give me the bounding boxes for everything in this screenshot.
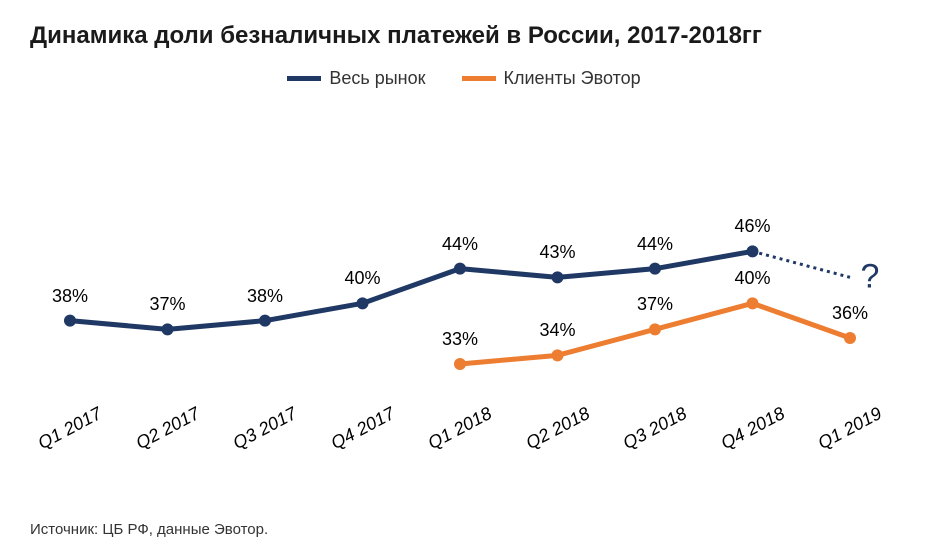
- legend-swatch-evotor: [462, 76, 496, 81]
- source-text: Источник: ЦБ РФ, данные Эвотор.: [30, 521, 268, 538]
- data-label: 44%: [442, 234, 478, 255]
- data-label: 40%: [734, 268, 770, 289]
- data-label: 40%: [344, 268, 380, 289]
- data-label: 37%: [149, 294, 185, 315]
- data-label: 34%: [539, 320, 575, 341]
- chart-area: ?38%37%38%40%44%43%44%46%33%34%37%40%36%…: [60, 100, 880, 440]
- legend-label-evotor: Клиенты Эвотор: [504, 68, 641, 89]
- chart-title: Динамика доли безналичных платежей в Рос…: [30, 22, 898, 50]
- data-label: 36%: [832, 303, 868, 324]
- data-label: 46%: [734, 216, 770, 237]
- data-label: 38%: [52, 286, 88, 307]
- legend-item-evotor: Клиенты Эвотор: [462, 68, 641, 89]
- data-label: 37%: [637, 294, 673, 315]
- data-label: 43%: [539, 242, 575, 263]
- legend-label-market: Весь рынок: [329, 68, 425, 89]
- data-label: 33%: [442, 329, 478, 350]
- legend: Весь рынок Клиенты Эвотор: [0, 68, 928, 89]
- data-label: 38%: [247, 286, 283, 307]
- legend-item-market: Весь рынок: [287, 68, 425, 89]
- data-label: 44%: [637, 234, 673, 255]
- legend-swatch-market: [287, 76, 321, 81]
- forecast-question-mark: ?: [861, 258, 880, 297]
